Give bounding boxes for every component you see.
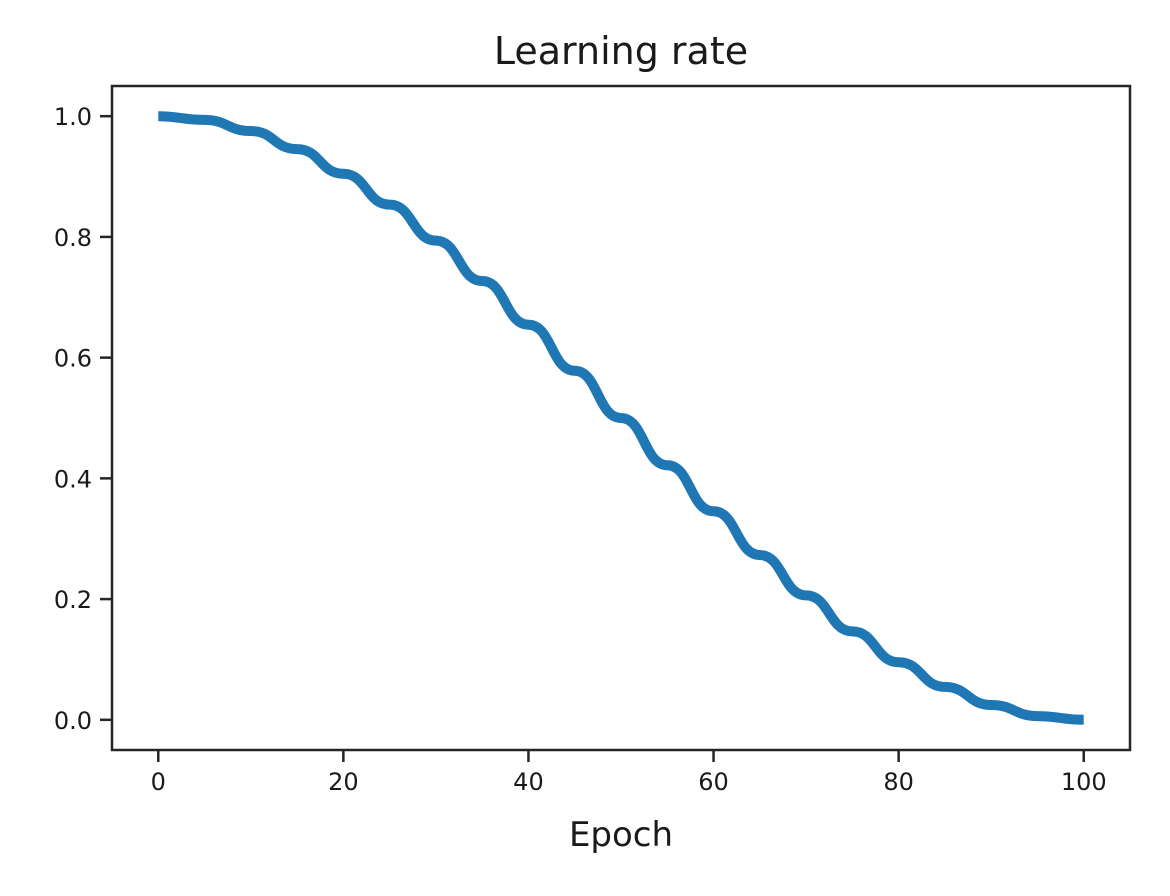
x-tick-label: 20 <box>328 768 359 796</box>
plot-area: 0 20 40 60 80 100 0.0 0.2 0.4 0.6 0.8 1.0 <box>54 84 1132 796</box>
axes-spines <box>110 84 1132 752</box>
y-tick-label: 0.0 <box>54 707 92 735</box>
x-axis-label: Epoch <box>569 815 673 855</box>
y-tick-label: 1.0 <box>54 103 92 131</box>
chart-title: Learning rate <box>494 29 748 73</box>
y-tick-label: 0.2 <box>54 586 92 614</box>
y-tick-label: 0.4 <box>54 465 92 493</box>
x-tick-label: 100 <box>1061 768 1107 796</box>
y-tick-label: 0.8 <box>54 224 92 252</box>
y-tick-label: 0.6 <box>54 345 92 373</box>
x-tick-label: 40 <box>513 768 544 796</box>
x-tick-label: 80 <box>883 768 914 796</box>
line-series-learning-rate <box>158 111 1084 725</box>
x-tick-label: 60 <box>698 768 729 796</box>
x-tick-label: 0 <box>151 768 166 796</box>
